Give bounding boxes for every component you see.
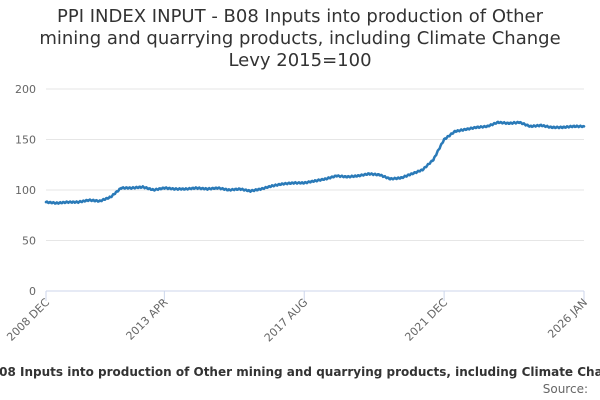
data-point (292, 181, 295, 185)
source-label: Source: (542, 382, 588, 396)
data-point (303, 181, 306, 185)
data-point (475, 126, 478, 129)
data-point (356, 174, 360, 178)
data-point (313, 179, 317, 183)
legend-label: B08 Inputs into production of Other mini… (0, 365, 600, 379)
series-layer (44, 120, 586, 205)
x-tick-label: 2013 APR (124, 296, 171, 343)
data-point (561, 126, 564, 129)
data-point (518, 121, 521, 124)
data-point (421, 168, 424, 171)
data-point (260, 187, 263, 191)
data-point (367, 172, 370, 176)
data-point (507, 122, 510, 125)
data-point (141, 185, 145, 189)
x-tick-label: 2021 DEC (402, 296, 450, 344)
data-point (227, 188, 231, 192)
data-point (98, 199, 102, 203)
y-tick-label: 100 (15, 184, 36, 197)
data-point (389, 177, 392, 181)
x-tick-label: 2008 DEC (4, 296, 52, 344)
data-point (432, 158, 435, 161)
data-point (453, 130, 457, 133)
data-point (496, 121, 500, 124)
grid-layer (46, 88, 584, 241)
data-point (66, 200, 69, 204)
data-point (539, 124, 543, 127)
data-point (281, 182, 284, 186)
data-point (485, 125, 489, 128)
y-tick-label: 0 (29, 285, 36, 298)
data-point (163, 186, 166, 190)
data-point (87, 198, 91, 202)
data-point (173, 187, 177, 191)
y-tick-label: 200 (15, 83, 36, 96)
x-tick-label: 2026 JAN (545, 296, 590, 341)
data-point (582, 125, 586, 128)
data-point (184, 187, 188, 191)
data-point (216, 186, 220, 190)
y-tick-label: 50 (22, 235, 36, 248)
data-point (130, 186, 134, 190)
data-point (410, 172, 414, 176)
legend-row: B08 Inputs into production of Other mini… (0, 365, 600, 381)
data-point (399, 176, 403, 180)
data-point (120, 186, 123, 190)
data-point (335, 174, 338, 178)
data-point (572, 125, 575, 128)
data-point (324, 177, 327, 181)
axis-layer (45, 290, 585, 301)
data-point (195, 186, 198, 190)
data-point (550, 126, 553, 129)
data-point (442, 138, 446, 141)
data-point (44, 200, 48, 204)
data-point (249, 189, 252, 193)
data-point (346, 175, 349, 179)
data-point (238, 187, 241, 191)
data-point (270, 184, 274, 188)
chart-title: PPI INDEX INPUT - B08 Inputs into produc… (39, 6, 561, 71)
data-point (378, 173, 381, 177)
data-point (206, 187, 209, 191)
data-point (464, 128, 467, 131)
data-point (152, 188, 155, 192)
x-tick-label: 2017 AUG (262, 296, 311, 345)
data-point (529, 125, 532, 128)
series-line (44, 120, 586, 205)
data-point (109, 195, 112, 199)
data-point (55, 201, 58, 205)
data-point (77, 200, 80, 204)
y-tick-label: 150 (15, 134, 36, 147)
